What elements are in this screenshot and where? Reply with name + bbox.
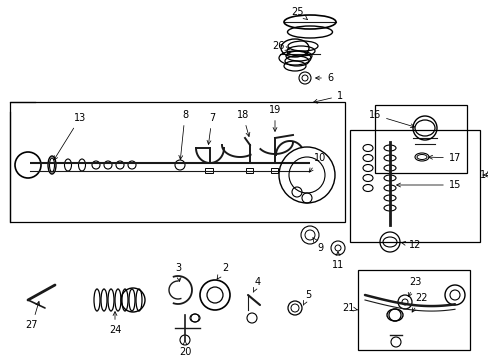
Text: 2: 2 [217, 263, 228, 279]
Text: 10: 10 [308, 153, 325, 172]
Text: 14: 14 [479, 170, 488, 180]
Text: 8: 8 [179, 110, 188, 159]
Bar [374, 105, 466, 173]
Text: 16: 16 [368, 110, 414, 128]
Text: 1: 1 [313, 91, 343, 103]
Text: 23: 23 [407, 277, 420, 297]
Text: 3: 3 [175, 263, 181, 282]
Text: 21: 21 [341, 303, 357, 313]
Text: 15: 15 [396, 180, 460, 190]
Text: 20: 20 [179, 341, 191, 357]
Text: 24: 24 [109, 312, 121, 335]
Text: 26: 26 [271, 41, 289, 51]
Text: 5: 5 [303, 290, 310, 305]
Text: 7: 7 [206, 113, 215, 144]
Text: 17: 17 [428, 153, 460, 163]
Text: 12: 12 [401, 240, 420, 250]
Text: 22: 22 [411, 293, 427, 312]
Text: 13: 13 [54, 113, 86, 160]
Text: 11: 11 [331, 252, 344, 270]
Bar [270, 168, 278, 173]
Text: 18: 18 [236, 110, 249, 136]
Bar [204, 168, 213, 173]
Text: 19: 19 [268, 105, 281, 131]
Text: 4: 4 [253, 277, 261, 292]
Text: 6: 6 [315, 73, 332, 83]
Text: 27: 27 [26, 301, 40, 330]
Bar [349, 130, 479, 242]
Text: 9: 9 [312, 238, 323, 253]
Text: 25: 25 [291, 7, 307, 19]
Bar [245, 168, 252, 173]
Bar [10, 102, 345, 222]
Bar [357, 270, 469, 350]
